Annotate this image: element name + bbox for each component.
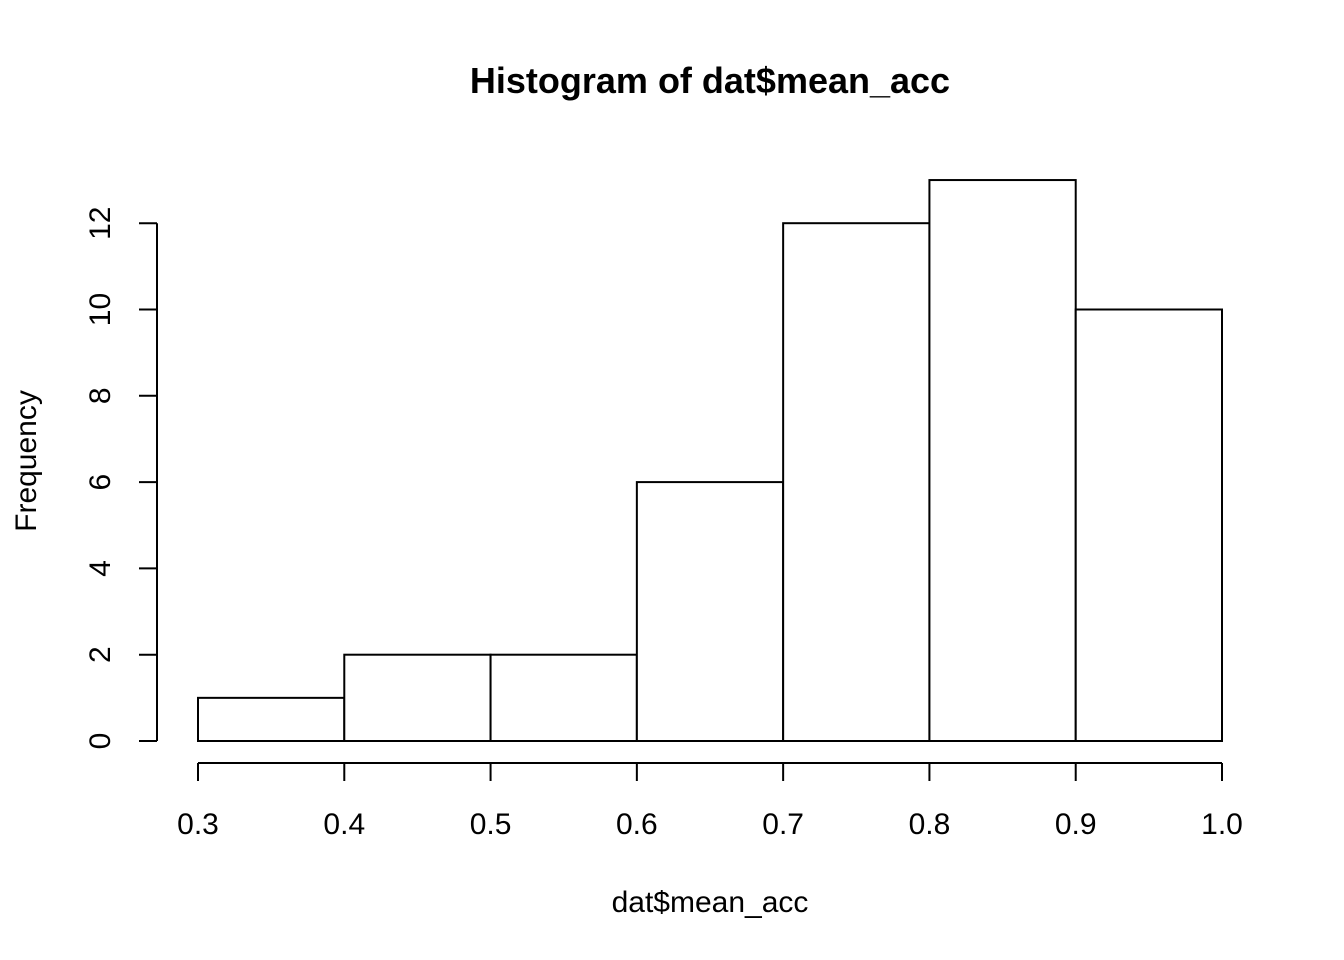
x-tick-label-0: 0.3	[177, 808, 219, 841]
y-tick-label-0: 0	[84, 733, 117, 750]
histogram-bar-2	[489, 653, 638, 743]
histogram-bar-5	[928, 179, 1077, 743]
y-tick-label-5: 10	[84, 293, 117, 326]
histogram-bar-3	[635, 481, 785, 742]
x-axis-label: dat$mean_acc	[612, 886, 809, 919]
x-axis: 0.3 0.4 0.5 0.6 0.7 0.8 0.9 1.0	[177, 762, 1243, 841]
chart-title: Histogram of dat$mean_acc	[470, 60, 950, 101]
y-tick-label-2: 4	[84, 560, 117, 577]
x-tick-label-1: 0.4	[323, 808, 365, 841]
x-tick-label-2: 0.5	[470, 808, 512, 841]
histogram-bar-1	[343, 653, 492, 743]
y-axis-label: Frequency	[10, 390, 43, 532]
y-axis: 0 2 4 6 8 10 12	[84, 207, 158, 750]
y-tick-label-4: 8	[84, 387, 117, 404]
x-tick-label-6: 0.9	[1055, 808, 1097, 841]
x-tick-label-4: 0.7	[762, 808, 804, 841]
y-tick-label-3: 6	[84, 474, 117, 491]
histogram-bar-6	[1074, 308, 1223, 742]
histogram-bar-4	[782, 222, 931, 742]
y-tick-label-6: 12	[84, 207, 117, 240]
x-tick-label-7: 1.0	[1201, 808, 1243, 841]
bars-group	[197, 179, 1223, 743]
y-tick-label-1: 2	[84, 646, 117, 663]
x-tick-label-3: 0.6	[616, 808, 658, 841]
x-tick-label-5: 0.8	[909, 808, 951, 841]
histogram-bar-0	[197, 696, 346, 742]
